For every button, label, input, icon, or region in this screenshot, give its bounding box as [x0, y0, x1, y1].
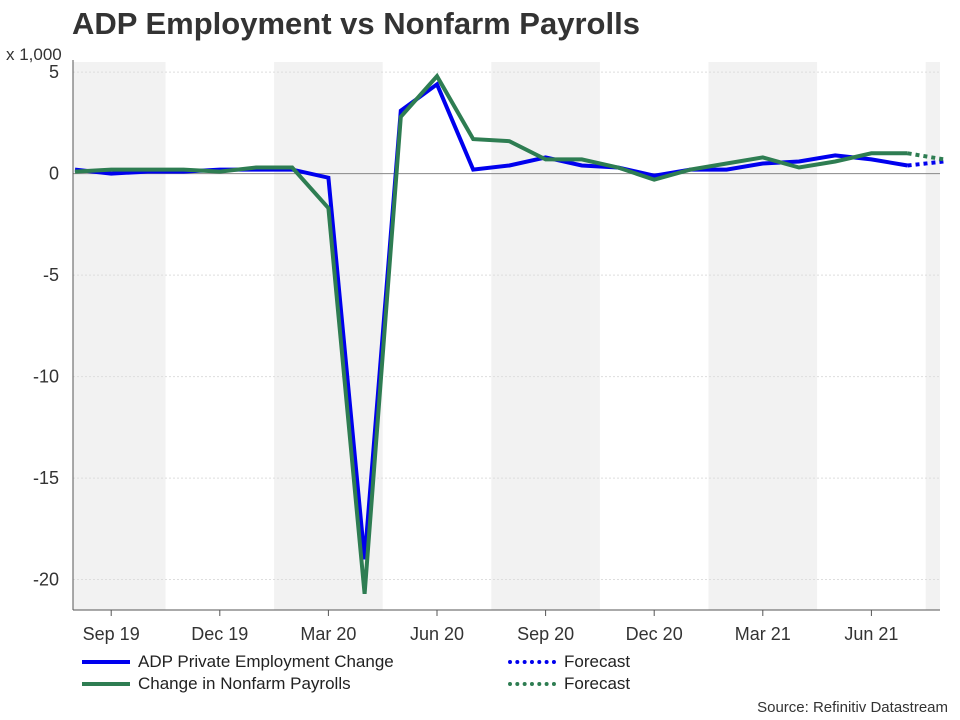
grid-lines	[73, 71, 940, 581]
series-nfp-line	[74, 72, 908, 594]
legend-swatch-adp	[82, 660, 130, 664]
x-tick-labels: Sep 19 Dec 19 Mar 20 Jun 20 Sep 20 Dec 20 Mar …	[83, 624, 899, 644]
x-tick-label: Sep 19	[83, 624, 140, 644]
quarter-band-3	[708, 62, 818, 610]
y-unit-label: x 1,000	[6, 45, 62, 64]
y-tick-label: -15	[33, 468, 59, 488]
legend-item-nfp: Change in Nonfarm Payrolls	[82, 673, 394, 695]
legend-label-nfp: Change in Nonfarm Payrolls	[138, 674, 351, 693]
y-tick-label: 0	[49, 164, 59, 184]
x-tick-label: Dec 19	[191, 624, 248, 644]
legend-item-adp: ADP Private Employment Change	[82, 651, 394, 673]
legend-left: ADP Private Employment Change Change in …	[82, 651, 394, 695]
legend-item-nfp-forecast: Forecast	[508, 673, 630, 695]
y-tick-labels: 5 0 -5 -10 -15 -20	[33, 62, 59, 589]
x-tick-label: Mar 20	[300, 624, 356, 644]
legend-label-adp-forecast: Forecast	[564, 652, 631, 671]
x-tick-label: Dec 20	[626, 624, 683, 644]
source-note: Source: Refinitiv Datastream	[757, 699, 948, 716]
quarter-band-4	[925, 62, 940, 610]
legend-item-adp-forecast: Forecast	[508, 651, 630, 673]
legend-label-adp: ADP Private Employment Change	[138, 652, 394, 671]
quarter-band-0	[73, 62, 166, 610]
x-tick-label: Jun 20	[410, 624, 464, 644]
y-tick-label: 5	[49, 62, 59, 82]
series-nfp-forecast-line	[907, 151, 945, 162]
legend-swatch-nfp-forecast	[508, 682, 556, 686]
chart-title: ADP Employment vs Nonfarm Payrolls	[72, 6, 640, 41]
legend-right: Forecast Forecast	[508, 651, 630, 695]
x-tick-label: Sep 20	[517, 624, 574, 644]
quarter-band-2	[491, 62, 600, 610]
y-tick-label: -20	[33, 570, 59, 590]
series-lines	[74, 72, 945, 594]
series-adp-forecast-line	[907, 159, 945, 168]
quarter-band-1	[274, 62, 383, 610]
x-tick-label: Mar 21	[735, 624, 791, 644]
x-tick-label: Jun 21	[844, 624, 898, 644]
y-tick-label: -10	[33, 367, 59, 387]
legend-label-nfp-forecast: Forecast	[564, 674, 631, 693]
legend-swatch-adp-forecast	[508, 660, 556, 664]
legend-swatch-nfp	[82, 682, 130, 686]
y-tick-label: -5	[43, 265, 59, 285]
axes	[72, 60, 940, 616]
quarter-bands	[73, 62, 940, 610]
